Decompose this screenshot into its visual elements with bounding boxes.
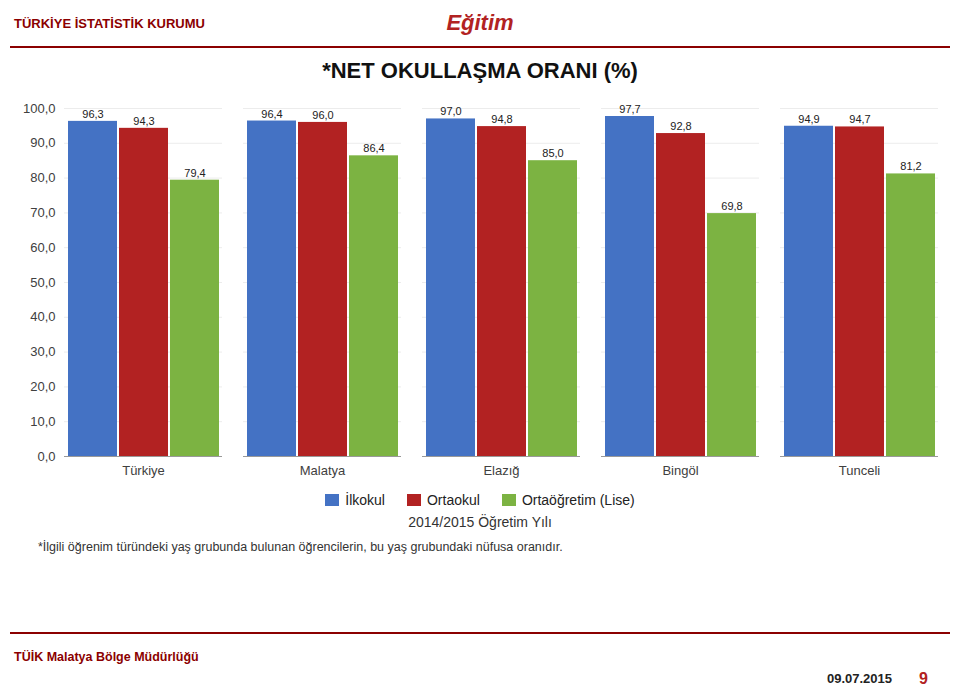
html-text:9: 9 <box>919 670 928 687</box>
svg-text:0,0: 0,0 <box>37 449 55 464</box>
svg-text:60,0: 60,0 <box>30 240 55 255</box>
svg-text:97,7: 97,7 <box>619 103 640 115</box>
svg-text:94,8: 94,8 <box>491 113 512 125</box>
svg-text:94,3: 94,3 <box>133 115 154 127</box>
html-text:2014/2015 Öğretim Yılı: 2014/2015 Öğretim Yılı <box>408 514 552 530</box>
svg-text:81,2: 81,2 <box>900 160 921 172</box>
svg-text:96,0: 96,0 <box>312 109 333 121</box>
html-text:TÜİK Malatya Bölge Müdürlüğü: TÜİK Malatya Bölge Müdürlüğü <box>14 650 199 664</box>
svg-text:40,0: 40,0 <box>30 309 55 324</box>
svg-text:70,0: 70,0 <box>30 205 55 220</box>
svg-text:20,0: 20,0 <box>30 379 55 394</box>
svg-text:92,8: 92,8 <box>670 120 691 132</box>
svg-text:80,0: 80,0 <box>30 170 55 185</box>
svg-text:30,0: 30,0 <box>30 344 55 359</box>
svg-text:Bingöl: Bingöl <box>662 463 698 478</box>
svg-text:97,0: 97,0 <box>440 105 461 117</box>
svg-text:Türkiye: Türkiye <box>122 463 165 478</box>
svg-text:79,4: 79,4 <box>184 167 205 179</box>
html-text:Ortaöğretim (Lise): Ortaöğretim (Lise) <box>521 492 635 508</box>
svg-text:94,9: 94,9 <box>798 113 819 125</box>
svg-text:90,0: 90,0 <box>30 135 55 150</box>
html-text:Ortaokul: Ortaokul <box>427 492 480 508</box>
svg-text:69,8: 69,8 <box>721 200 742 212</box>
svg-text:Malatya: Malatya <box>300 463 346 478</box>
html-text:09.07.2015: 09.07.2015 <box>826 671 892 686</box>
html-text:*İlgili öğrenim türündeki yaş: *İlgili öğrenim türündeki yaş grubunda b… <box>38 540 563 554</box>
html-text:TÜRKİYE İSTATİSTİK KURUMU: TÜRKİYE İSTATİSTİK KURUMU <box>14 15 205 31</box>
svg-text:10,0: 10,0 <box>30 414 55 429</box>
svg-text:Tunceli: Tunceli <box>839 463 881 478</box>
svg-text:Elazığ: Elazığ <box>483 463 519 478</box>
svg-text:85,0: 85,0 <box>542 147 563 159</box>
svg-text:96,4: 96,4 <box>261 108 282 120</box>
svg-text:86,4: 86,4 <box>363 142 384 154</box>
svg-text:50,0: 50,0 <box>30 275 55 290</box>
svg-text:94,7: 94,7 <box>849 113 870 125</box>
html-text:Eğitim: Eğitim <box>446 10 514 35</box>
svg-text:96,3: 96,3 <box>82 108 103 120</box>
svg-text:100,0: 100,0 <box>23 101 56 116</box>
html-text:İlkokul: İlkokul <box>345 492 385 508</box>
html-text:*NET OKULLAŞMA ORANI (%): *NET OKULLAŞMA ORANI (%) <box>322 58 638 83</box>
